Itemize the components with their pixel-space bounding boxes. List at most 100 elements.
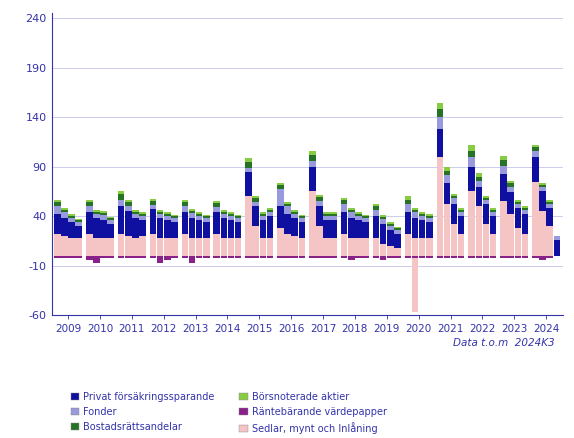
Bar: [405, 197, 411, 201]
Bar: [181, 201, 188, 202]
Bar: [426, 218, 433, 222]
Bar: [196, 238, 203, 256]
Bar: [444, 171, 450, 175]
Bar: [171, 256, 178, 258]
Bar: [181, 206, 188, 212]
Bar: [331, 238, 337, 256]
Bar: [68, 216, 75, 218]
Bar: [220, 238, 227, 256]
Bar: [331, 214, 337, 216]
Bar: [483, 205, 489, 224]
Bar: [451, 194, 457, 197]
Bar: [490, 234, 497, 256]
Bar: [394, 234, 401, 248]
Bar: [139, 236, 146, 256]
Bar: [309, 151, 316, 155]
Bar: [451, 197, 457, 198]
Bar: [76, 238, 82, 256]
Bar: [362, 256, 369, 258]
Bar: [107, 238, 114, 256]
Bar: [171, 238, 178, 256]
Bar: [426, 256, 433, 258]
Bar: [341, 234, 347, 256]
Bar: [118, 201, 125, 206]
Bar: [189, 238, 195, 256]
Bar: [309, 256, 316, 258]
Bar: [412, 218, 418, 238]
Bar: [228, 214, 234, 216]
Bar: [436, 103, 443, 109]
Bar: [298, 218, 305, 222]
Bar: [139, 256, 146, 258]
Bar: [253, 226, 259, 256]
Bar: [277, 256, 284, 258]
Bar: [514, 201, 521, 202]
Bar: [316, 198, 323, 201]
Bar: [298, 215, 305, 216]
Bar: [355, 256, 362, 258]
Bar: [522, 256, 528, 258]
Bar: [394, 256, 401, 258]
Bar: [54, 206, 61, 214]
Bar: [220, 256, 227, 258]
Bar: [539, 187, 546, 191]
Bar: [341, 205, 347, 212]
Bar: [426, 222, 433, 238]
Bar: [394, 227, 401, 228]
Bar: [419, 238, 425, 256]
Bar: [100, 256, 107, 258]
Bar: [451, 224, 457, 256]
Bar: [501, 166, 507, 173]
Bar: [235, 222, 242, 238]
Bar: [196, 216, 203, 220]
Bar: [245, 172, 252, 197]
Bar: [284, 202, 291, 205]
Bar: [253, 198, 259, 202]
Bar: [387, 256, 394, 258]
Bar: [298, 222, 305, 238]
Bar: [419, 216, 425, 220]
Bar: [444, 256, 450, 258]
Bar: [458, 216, 464, 234]
Bar: [277, 206, 284, 228]
Bar: [196, 212, 203, 214]
Bar: [93, 238, 100, 256]
Bar: [546, 226, 553, 256]
Bar: [426, 216, 433, 218]
Bar: [284, 256, 291, 258]
Bar: [189, 209, 195, 211]
Bar: [125, 202, 131, 206]
Bar: [164, 216, 170, 220]
Bar: [355, 212, 362, 214]
Bar: [539, 256, 546, 260]
Bar: [157, 214, 164, 218]
Bar: [157, 210, 164, 212]
Bar: [298, 238, 305, 256]
Bar: [355, 238, 362, 256]
Bar: [132, 212, 139, 214]
Bar: [61, 218, 68, 236]
Bar: [181, 256, 188, 258]
Bar: [76, 256, 82, 258]
Bar: [355, 216, 362, 220]
Bar: [107, 217, 114, 218]
Bar: [93, 212, 100, 214]
Bar: [380, 219, 386, 224]
Bar: [245, 168, 252, 172]
Bar: [546, 201, 553, 202]
Bar: [507, 187, 514, 192]
Bar: [412, 256, 418, 258]
Bar: [507, 192, 514, 214]
Bar: [475, 187, 482, 206]
Bar: [468, 157, 475, 167]
Bar: [348, 208, 355, 210]
Bar: [323, 216, 330, 220]
Bar: [444, 175, 450, 183]
Bar: [245, 158, 252, 162]
Bar: [245, 162, 252, 168]
Bar: [341, 198, 347, 201]
Bar: [181, 234, 188, 256]
Bar: [341, 212, 347, 234]
Bar: [532, 147, 538, 151]
Bar: [220, 218, 227, 238]
